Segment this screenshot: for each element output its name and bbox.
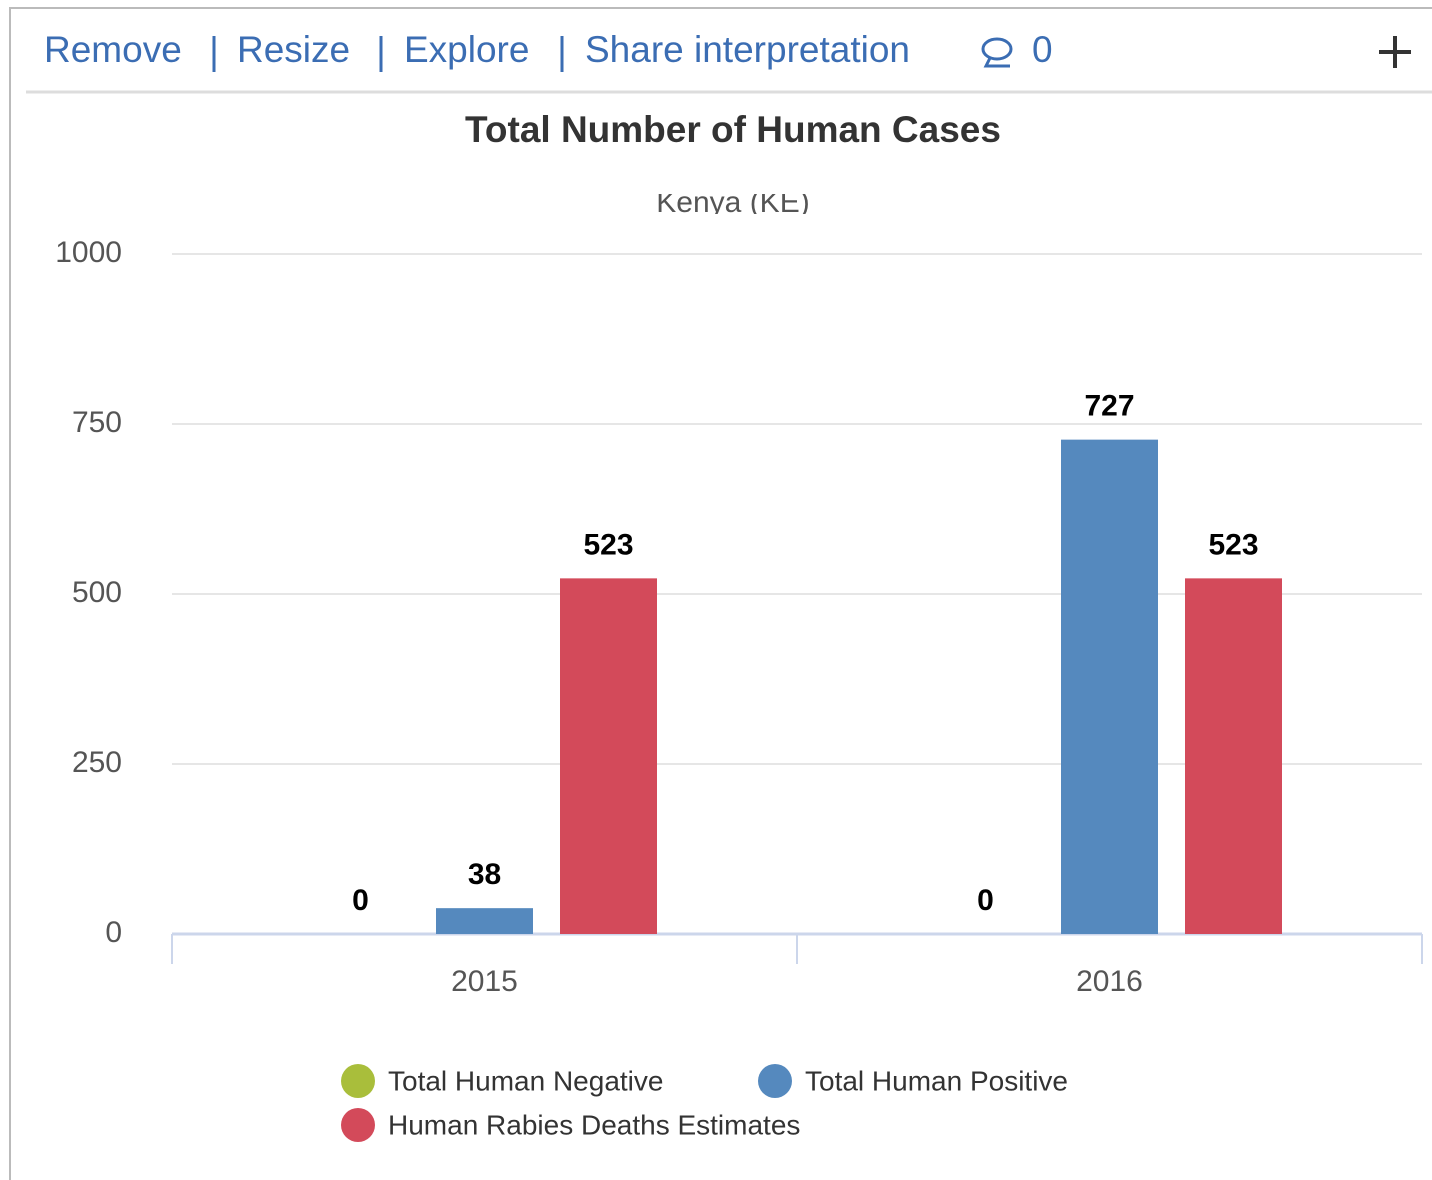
data-label: 727 [1084,390,1134,423]
data-label: 523 [1208,528,1258,561]
y-tick-label: 1000 [55,236,122,269]
y-tick-label: 500 [72,576,122,609]
toolbar: 0 [212,29,1411,72]
y-tick-label: 0 [105,916,122,949]
legend-label[interactable]: Total Human Positive [805,1065,1068,1096]
x-tick-label: 2015 [451,965,518,998]
legend-marker[interactable] [758,1064,792,1098]
chart-title: Total Number of Human Cases [465,109,1001,150]
legend-marker[interactable] [341,1064,375,1098]
toolbar-link[interactable]: Explore [404,29,529,70]
legend-marker[interactable] [341,1108,375,1142]
x-tick-label: 2016 [1076,965,1143,998]
toolbar-link[interactable]: Share interpretation [585,29,910,70]
y-tick-label: 750 [72,406,122,439]
bar [436,908,533,934]
bar [1185,578,1282,934]
comment-count[interactable]: 0 [1032,29,1053,70]
data-label: 0 [352,884,369,917]
chart-subtitle: Kenya (KE) [656,186,809,219]
move-icon[interactable] [1379,36,1411,68]
bar [560,578,657,934]
y-tick-label: 250 [72,746,122,779]
toolbar-link[interactable]: Remove [44,29,182,70]
panel-border [9,7,1432,1180]
bar [1061,439,1158,934]
legend-label[interactable]: Human Rabies Deaths Estimates [388,1109,800,1140]
data-label: 523 [583,528,633,561]
data-label: 0 [977,884,994,917]
legend-label[interactable]: Total Human Negative [388,1065,663,1096]
toolbar-link[interactable]: Resize [237,29,350,70]
comment-icon[interactable] [981,37,1013,68]
data-label: 38 [468,858,501,891]
